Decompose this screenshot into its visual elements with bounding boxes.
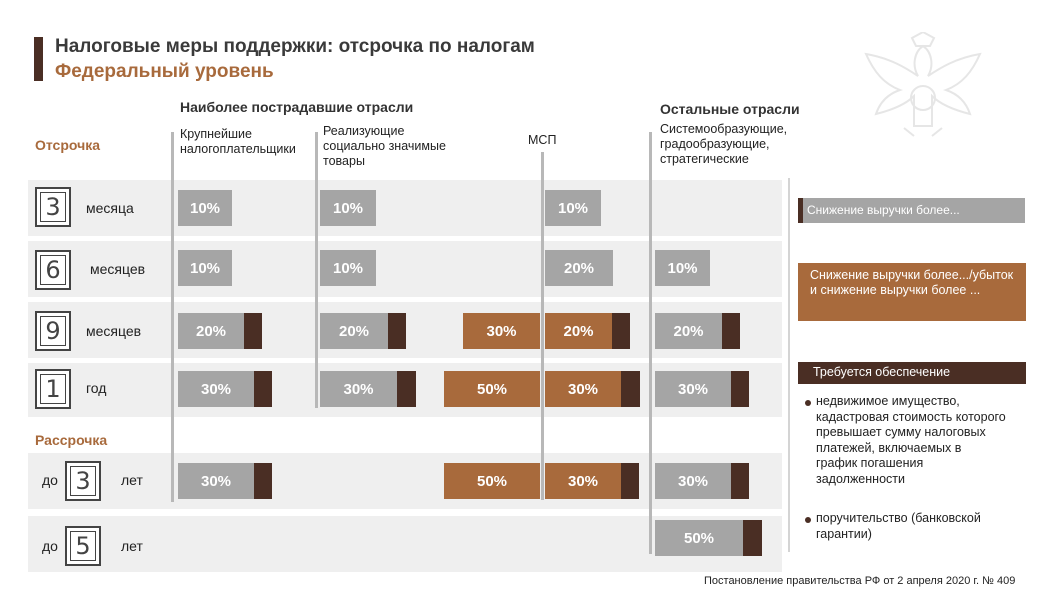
- section-installment: Рассрочка: [35, 432, 108, 448]
- column-divider: [315, 132, 318, 408]
- row-prefix: до: [42, 472, 58, 488]
- cell-bar: 50%: [655, 520, 762, 556]
- row-number-box: 6: [35, 250, 71, 290]
- cell-bar: 20%: [655, 313, 740, 349]
- row-background: [28, 180, 782, 236]
- cell-bar: 30%: [463, 313, 540, 349]
- column-social: Реализующие социально значимые товары: [323, 124, 446, 168]
- cell-bar: 30%: [320, 371, 416, 407]
- cell-bar: 20%: [320, 313, 406, 349]
- row-number-box: 3: [35, 187, 71, 227]
- cell-bar: 10%: [545, 190, 601, 226]
- row-label: месяцев: [90, 261, 146, 277]
- column-msp: МСП: [528, 133, 557, 147]
- cell-bar: 30%: [545, 463, 639, 499]
- cell-bar: 50%: [444, 463, 540, 499]
- column-divider: [541, 152, 544, 500]
- legend-security-required: Требуется обеспечение: [798, 362, 1026, 384]
- row-prefix: до: [42, 538, 58, 554]
- row-number-box: 3: [65, 461, 101, 501]
- section-deferral: Отсрочка: [35, 137, 101, 153]
- title-accent-bar: [34, 37, 43, 81]
- column-largest: Крупнейшие налогоплательщики: [180, 127, 296, 156]
- cell-bar: 30%: [545, 371, 640, 407]
- coat-of-arms-icon: [864, 32, 982, 137]
- row-label: месяца: [86, 200, 134, 216]
- cell-bar: 20%: [545, 313, 630, 349]
- legend-bullet-guarantee: поручительство (банковской гарантии): [816, 511, 981, 541]
- legend-loss-and-revenue-drop: Снижение выручки более.../убыток и сниже…: [798, 263, 1026, 321]
- header-most-affected: Наиболее пострадавшие отрасли: [180, 99, 414, 115]
- cell-bar: 10%: [655, 250, 710, 286]
- bullet-dot: [805, 400, 811, 406]
- header-other: Остальные отрасли: [660, 101, 800, 117]
- row-number-box: 9: [35, 311, 71, 351]
- page-subtitle: Федеральный уровень: [55, 61, 274, 82]
- cell-bar: 30%: [655, 463, 749, 499]
- source-footer: Постановление правительства РФ от 2 апре…: [704, 575, 1016, 587]
- cell-bar: 10%: [178, 190, 232, 226]
- row-label: лет: [121, 538, 143, 554]
- cell-bar: 50%: [444, 371, 540, 407]
- row-label: год: [86, 380, 107, 396]
- row-number-box: 1: [35, 369, 71, 409]
- cell-bar: 30%: [178, 371, 272, 407]
- legend-bullet-property: недвижимое имущество, кадастровая стоимо…: [816, 394, 1006, 486]
- legend-divider: [788, 178, 790, 552]
- column-system: Системообразующие, градообразующие, стра…: [660, 122, 788, 166]
- row-label: лет: [121, 472, 143, 488]
- column-divider: [171, 132, 174, 502]
- row-label: месяцев: [86, 323, 142, 339]
- legend-revenue-drop: Снижение выручки более...: [798, 198, 1025, 223]
- cell-bar: 10%: [320, 190, 376, 226]
- page-title: Налоговые меры поддержки: отсрочка по на…: [55, 36, 535, 57]
- bullet-dot: [805, 517, 811, 523]
- cell-bar: 20%: [545, 250, 613, 286]
- cell-bar: 30%: [178, 463, 272, 499]
- cell-bar: 30%: [655, 371, 749, 407]
- column-divider: [649, 132, 652, 554]
- cell-bar: 10%: [320, 250, 376, 286]
- cell-bar: 20%: [178, 313, 262, 349]
- row-number-box: 5: [65, 526, 101, 566]
- cell-bar: 10%: [178, 250, 232, 286]
